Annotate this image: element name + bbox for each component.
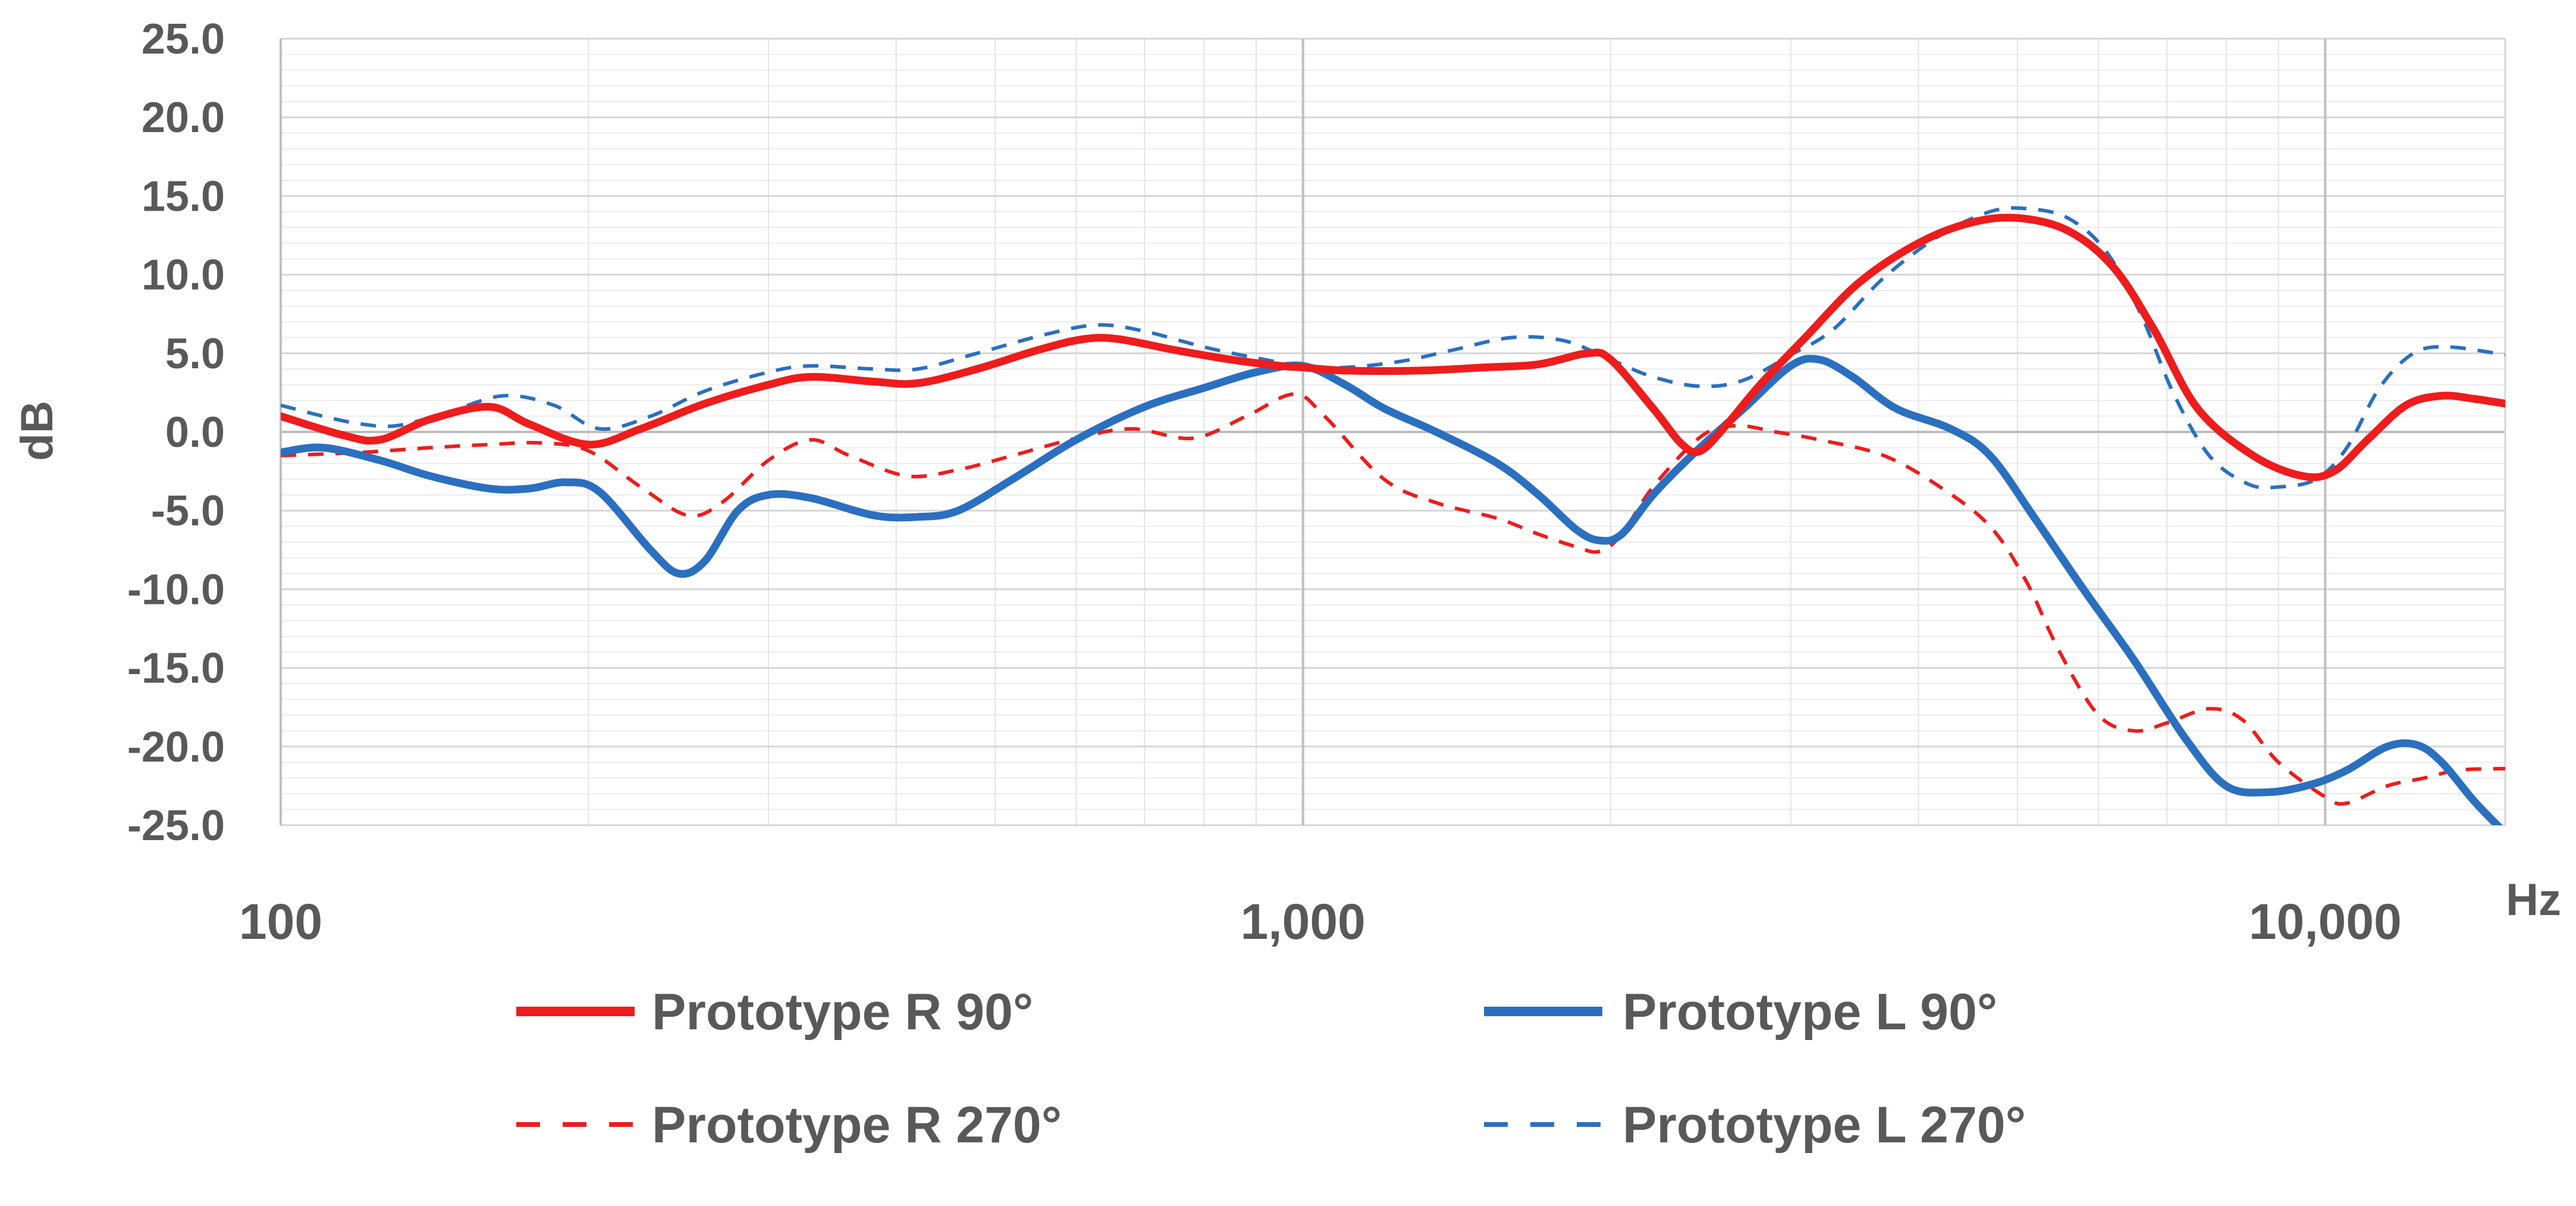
y-tick-label: 25.0 (142, 15, 225, 63)
x-axis-label: Hz (2506, 875, 2561, 925)
y-tick-label: 15.0 (142, 173, 225, 220)
legend-item-r270: Prototype R 270° (516, 1097, 1062, 1154)
y-tick-label: 10.0 (142, 252, 225, 299)
y-tick-label: 0.0 (165, 409, 225, 456)
legend: Prototype R 90° Prototype L 90° Prototyp… (516, 983, 2026, 1154)
y-tick-label: -20.0 (127, 723, 225, 771)
x-tick-labels: 100 1,000 10,000 (239, 894, 2402, 950)
y-tick-label: 20.0 (142, 94, 225, 142)
y-tick-label: -15.0 (127, 645, 225, 693)
series-line-r90 (281, 214, 2505, 481)
legend-label-l90: Prototype L 90° (1623, 983, 1997, 1041)
legend-label-r270: Prototype R 270° (652, 1097, 1062, 1154)
legend-item-r90: Prototype R 90° (516, 983, 1033, 1041)
series-line-r270 (281, 392, 2505, 806)
x-tick-label: 1,000 (1241, 894, 1366, 950)
y-tick-label: -5.0 (151, 487, 225, 535)
y-axis-label: dB (12, 400, 62, 461)
legend-item-l270: Prototype L 270° (1484, 1097, 2026, 1154)
y-tick-label: -10.0 (127, 566, 225, 613)
series-line-l90 (281, 355, 2503, 825)
legend-label-r90: Prototype R 90° (652, 983, 1033, 1041)
minor-gridlines (281, 39, 2505, 825)
x-tick-label: 10,000 (2249, 894, 2402, 950)
major-gridlines (280, 37, 2506, 826)
series-lines (281, 206, 2505, 825)
y-tick-label: -25.0 (127, 802, 225, 850)
legend-item-l90: Prototype L 90° (1484, 983, 1997, 1041)
x-tick-label: 100 (239, 894, 322, 950)
y-tick-labels: 25.0 20.0 15.0 10.0 5.0 0.0 -5.0 -10.0 -15.0 -20.… (127, 15, 225, 850)
y-tick-label: 5.0 (165, 330, 225, 378)
legend-label-l270: Prototype L 270° (1623, 1097, 2026, 1154)
series-line-l270 (281, 206, 2505, 490)
